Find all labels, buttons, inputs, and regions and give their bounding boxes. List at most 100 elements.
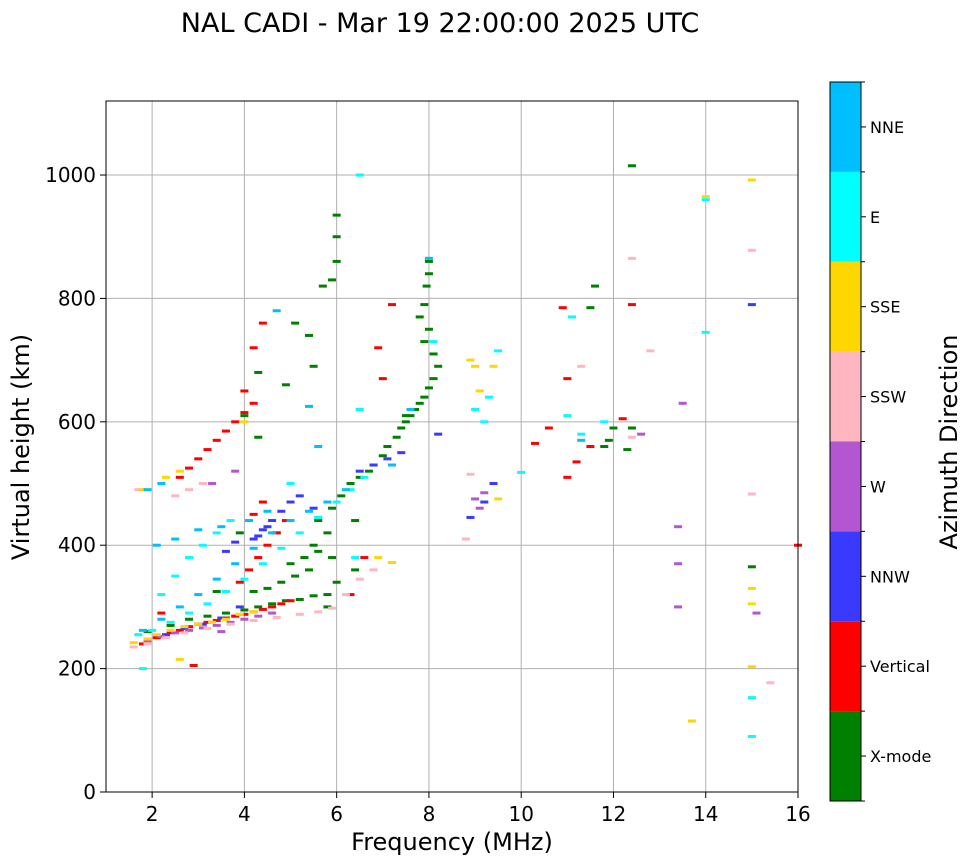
- y-tick-label: 200: [58, 657, 96, 681]
- data-point-w: [674, 562, 683, 566]
- data-point-ssw: [249, 618, 258, 622]
- data-point-vertical: [245, 568, 254, 572]
- data-point-x-mode: [411, 407, 420, 411]
- data-point-vertical: [185, 466, 194, 470]
- colorbar-segment-e: [830, 171, 861, 262]
- data-point-w: [171, 631, 180, 635]
- data-point-x-mode: [429, 377, 438, 381]
- colorbar-segment-vertical: [830, 621, 861, 712]
- data-point-x-mode: [351, 519, 360, 523]
- data-point-x-mode: [609, 426, 618, 430]
- data-point-nne: [304, 404, 313, 408]
- data-point-x-mode: [240, 414, 249, 418]
- data-point-x-mode: [254, 605, 263, 609]
- data-point-vertical: [258, 500, 267, 504]
- data-point-x-mode: [332, 580, 341, 584]
- y-tick-label: 400: [58, 533, 96, 557]
- data-point-x-mode: [309, 543, 318, 547]
- data-point-nne: [341, 488, 350, 492]
- data-point-nnw: [489, 482, 498, 486]
- data-point-e: [286, 482, 295, 486]
- data-point-e: [295, 531, 304, 535]
- data-point-nne: [424, 256, 433, 260]
- data-point-sse: [180, 625, 189, 629]
- data-point-w: [185, 628, 194, 632]
- y-axis-label: Virtual height (km): [7, 334, 35, 560]
- data-point-vertical: [544, 426, 553, 430]
- data-point-x-mode: [235, 531, 244, 535]
- x-axis-label: Frequency (MHz): [351, 828, 553, 856]
- data-point-x-mode: [328, 278, 337, 282]
- data-point-vertical: [189, 664, 198, 668]
- data-point-x-mode: [401, 414, 410, 418]
- data-point-vertical: [277, 602, 286, 606]
- data-point-e: [351, 556, 360, 560]
- data-point-vertical: [203, 448, 212, 452]
- colorbar-label-x-mode: X-mode: [870, 747, 931, 766]
- data-point-vertical: [212, 618, 221, 622]
- colorbar-segment-sse: [830, 261, 861, 352]
- data-point-nnw: [295, 494, 304, 498]
- data-point-x-mode: [309, 364, 318, 368]
- data-point-x-mode: [221, 611, 230, 615]
- colorbar-label-nne: NNE: [870, 118, 904, 137]
- colorbar-label: Azimuth Direction: [935, 335, 963, 550]
- data-point-vertical: [586, 445, 595, 448]
- data-point-x-mode: [420, 340, 429, 344]
- data-point-nnw: [397, 451, 406, 455]
- x-tick-label: 16: [785, 802, 810, 826]
- data-point-w: [240, 617, 249, 621]
- data-point-x-mode: [415, 401, 424, 405]
- data-point-nne: [406, 407, 415, 411]
- data-point-w: [268, 611, 277, 615]
- x-tick-label: 8: [423, 802, 436, 826]
- data-point-e: [471, 407, 480, 411]
- data-point-nnw: [480, 500, 489, 504]
- data-point-x-mode: [401, 420, 410, 424]
- data-point-x-mode: [185, 617, 194, 621]
- data-point-w: [226, 620, 235, 624]
- data-point-ssw: [129, 645, 138, 649]
- data-point-ssw: [627, 435, 636, 439]
- data-point-vertical: [212, 438, 221, 442]
- data-point-sse: [475, 389, 484, 393]
- data-point-sse: [388, 560, 397, 564]
- data-point-vertical: [152, 636, 161, 640]
- data-point-e: [600, 420, 609, 424]
- colorbar-segment-ssw: [830, 351, 861, 442]
- data-point-w: [674, 525, 683, 529]
- data-point-vertical: [138, 642, 147, 646]
- data-point-ssw: [627, 256, 636, 260]
- data-point-e: [277, 546, 286, 550]
- data-point-vertical: [235, 580, 244, 584]
- data-point-x-mode: [332, 235, 341, 239]
- data-point-nne: [212, 577, 221, 581]
- data-point-w: [678, 401, 687, 405]
- data-point-nne: [388, 463, 397, 467]
- data-point-sse: [747, 178, 756, 182]
- data-point-e: [138, 667, 147, 671]
- data-point-x-mode: [166, 623, 175, 627]
- data-point-sse: [249, 610, 258, 614]
- data-point-ssw: [272, 615, 281, 619]
- data-point-e: [134, 633, 143, 637]
- data-point-nnw: [249, 537, 258, 541]
- data-point-e: [577, 432, 586, 436]
- data-point-x-mode: [355, 475, 364, 479]
- data-point-e: [701, 330, 710, 334]
- data-point-w: [143, 639, 152, 643]
- data-point-vertical: [166, 631, 175, 635]
- data-point-nnw: [231, 540, 240, 544]
- data-point-x-mode: [291, 574, 300, 578]
- data-point-x-mode: [424, 327, 433, 331]
- data-point-e: [747, 734, 756, 738]
- data-point-nne: [175, 605, 184, 609]
- colorbar-frame: [829, 81, 862, 802]
- data-point-vertical: [249, 512, 258, 516]
- data-point-x-mode: [240, 608, 249, 612]
- data-point-x-mode: [623, 448, 632, 452]
- data-point-ssw: [747, 248, 756, 252]
- data-point-nne: [268, 531, 277, 535]
- data-point-x-mode: [318, 284, 327, 288]
